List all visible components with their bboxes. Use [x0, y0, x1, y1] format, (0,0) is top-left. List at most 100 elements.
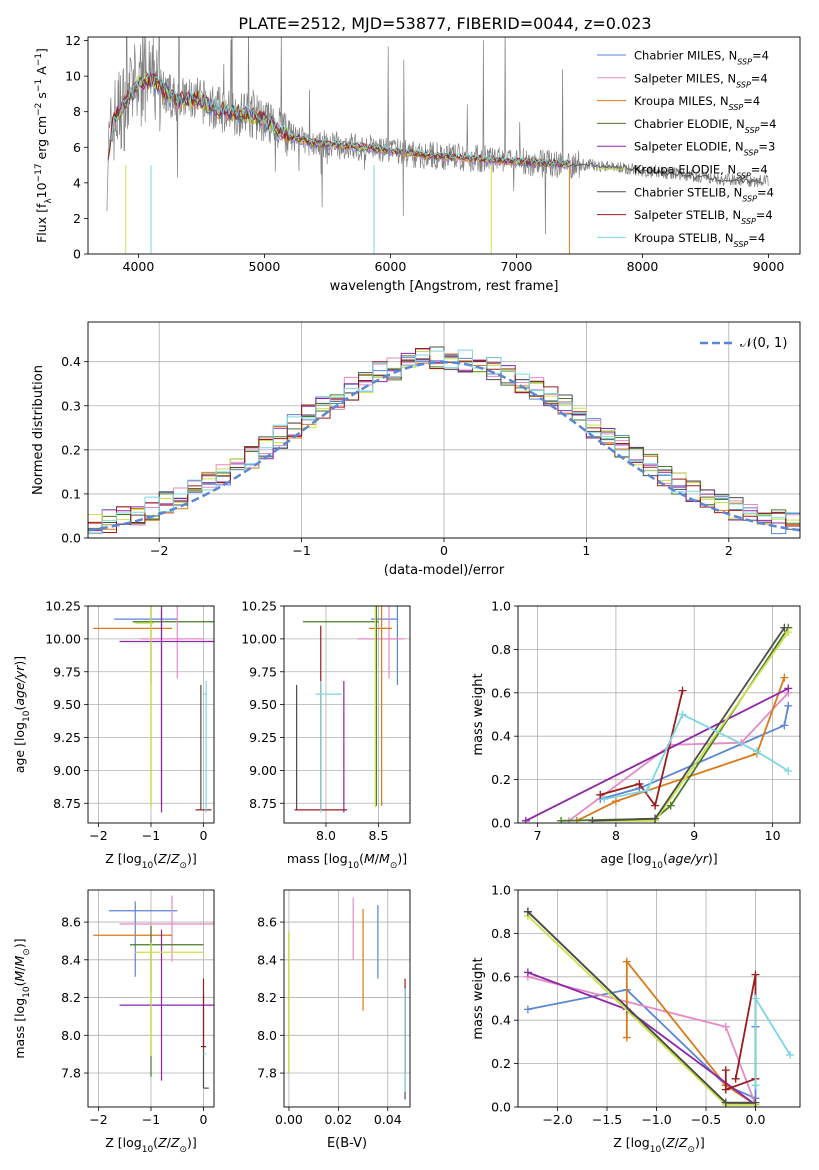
y-tick-label: 1.0 — [491, 883, 511, 898]
weight-series — [523, 968, 760, 1107]
weight-marker — [521, 816, 530, 823]
label-part: ( — [153, 1135, 158, 1150]
y-tick-label: 10.00 — [45, 631, 81, 646]
errorbar-point — [130, 925, 204, 1077]
mass-vs-extinction-panel: 0.00 0.02 0.04 7.8 8.0 8.2 8.4 8.6 E(B-V) — [257, 889, 411, 1151]
errorbar-point — [302, 606, 379, 806]
legend-sub: SSP — [729, 103, 744, 112]
legend-text: =3 — [758, 140, 775, 154]
legend-label: Kroupa MILES, NSSP=4 — [634, 94, 760, 112]
errorbar-point — [93, 606, 172, 806]
x-tick-label: 7000 — [501, 259, 533, 274]
y-tick-label: 8.6 — [257, 915, 277, 930]
y-tick-label: 10.25 — [45, 599, 81, 614]
weight-marker — [678, 710, 687, 719]
legend-sub: SSP — [737, 57, 752, 66]
legend-text: Kroupa MILES, N — [634, 94, 729, 108]
y-tick-label: 0.0 — [491, 1100, 511, 1115]
weight-marker — [721, 1066, 730, 1075]
legend-label: Chabrier ELODIE, NSSP=4 — [634, 117, 776, 134]
label-part: M — [379, 851, 390, 866]
label-part: / — [167, 851, 172, 866]
weight-series — [523, 972, 760, 1107]
label-part: )] — [708, 851, 718, 866]
legend-text: Kroupa STELIB, N — [634, 231, 734, 245]
errorbar-point — [132, 606, 214, 806]
weight-line — [754, 995, 791, 1086]
weight-line — [724, 974, 757, 1091]
x-axis-label: Z [log10(Z/Z⊙)] — [105, 851, 197, 871]
weight-line — [527, 975, 757, 1106]
label-part: 10 — [650, 1145, 662, 1155]
x-axis-label: age [log10(age/yr)] — [600, 851, 717, 871]
weight-line — [568, 692, 789, 822]
y-tick-label: 0.4 — [491, 729, 511, 744]
legend-text: =4 — [748, 231, 765, 245]
figure-title: PLATE=2512, MJD=53877, FIBERID=0044, z=0… — [238, 14, 651, 33]
legend-label: 𝒩(0, 1) — [740, 336, 787, 351]
x-tick-label: 0 — [200, 1112, 208, 1127]
y-axis-label: mass weight — [471, 957, 486, 1039]
label-part: Z — [678, 1135, 688, 1150]
weight-marker — [622, 957, 631, 966]
y-tick-label: 0.6 — [491, 685, 511, 700]
legend-label: Chabrier STELIB, NSSP=4 — [634, 185, 774, 203]
weight-marker — [596, 790, 605, 799]
weight-marker — [600, 795, 609, 804]
axes-frame — [283, 605, 411, 824]
label-part: 10 — [142, 1145, 154, 1155]
label-part: ( — [153, 851, 158, 866]
label-part: age/yr — [12, 665, 27, 706]
y-tick-label: 0.4 — [491, 1013, 511, 1028]
y-tick-label: 0.8 — [491, 926, 511, 941]
y-tick-label: 10 — [65, 69, 81, 84]
x-tick-label: 8000 — [627, 259, 659, 274]
weight-series — [521, 684, 793, 823]
x-tick-label: −1 — [142, 828, 160, 843]
y-tick-label: 0 — [73, 247, 81, 262]
y-tick-label: 9.75 — [249, 664, 277, 679]
weight-marker — [523, 1005, 532, 1014]
legend-label: Salpeter ELODIE, NSSP=3 — [634, 140, 775, 158]
x-tick-label: 1 — [582, 543, 590, 558]
errorbar-point — [114, 606, 178, 685]
y-tick-label: 7.8 — [61, 1066, 81, 1081]
y-tick-label: 0.1 — [61, 486, 81, 501]
legend-sub: SSP — [736, 171, 751, 180]
weight-marker — [666, 801, 675, 810]
weight-marker — [622, 1033, 631, 1042]
label-part: ( — [661, 1135, 666, 1150]
legend-sub: SSP — [736, 80, 751, 89]
y-tick-label: 0.2 — [61, 442, 81, 457]
legend-text: =4 — [760, 117, 777, 131]
x-tick-label: 2 — [725, 543, 733, 558]
weight-series — [600, 710, 793, 804]
label-part: Z — [157, 851, 167, 866]
x-axis-label: Z [log10(Z/Z⊙)] — [105, 1135, 197, 1155]
legend-sub: SSP — [734, 239, 749, 248]
weight-marker — [523, 907, 532, 916]
errorbar-point — [109, 901, 178, 977]
errorbar-point — [135, 942, 204, 1057]
x-axis-label: mass [log10(M/M⊙)] — [287, 851, 407, 871]
y-tick-label: 0.2 — [491, 1056, 511, 1071]
y-tick-label: 8.75 — [249, 796, 277, 811]
label-part: mass [log — [12, 998, 27, 1059]
y-tick-label: 8.0 — [257, 1028, 277, 1043]
x-tick-label: 0.00 — [275, 1112, 303, 1127]
legend-sub: SSP — [744, 148, 759, 157]
y-tick-label: 8.4 — [61, 952, 81, 967]
y-tick-label: 12 — [65, 33, 81, 48]
legend-sub: SSP — [741, 217, 756, 226]
y-tick-label: 8.2 — [257, 990, 277, 1005]
axes-frame — [517, 889, 801, 1108]
label-part: M — [364, 851, 375, 866]
weight-marker — [651, 801, 660, 810]
label-part: ( — [12, 982, 27, 987]
label-part: Z [log — [105, 1135, 141, 1150]
x-tick-label: −1.5 — [592, 1112, 622, 1127]
x-tick-label: 7 — [534, 828, 542, 843]
histogram-step — [88, 347, 800, 538]
y-tick-label: 10.25 — [241, 599, 277, 614]
